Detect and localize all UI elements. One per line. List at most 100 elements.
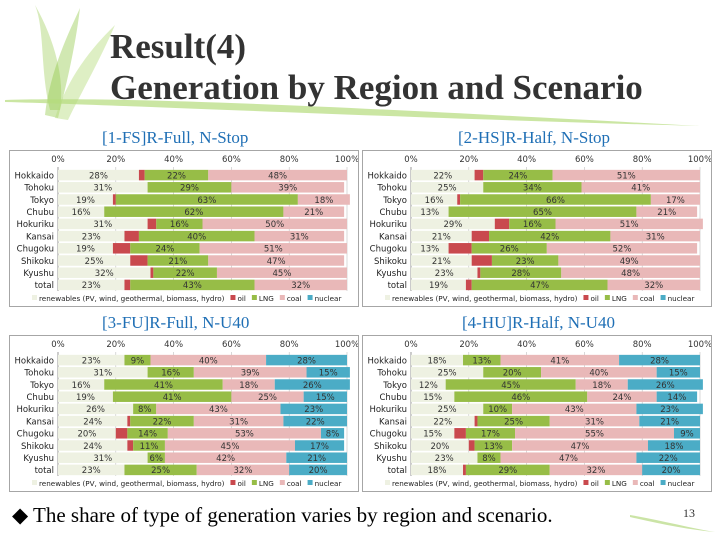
data-label: 18%	[428, 356, 447, 366]
category-label: Shikoku	[374, 442, 407, 452]
category-label: Hokkaido	[15, 171, 54, 181]
bar-segment	[280, 403, 347, 415]
bar-segment	[552, 169, 700, 181]
bar-segment	[58, 367, 148, 378]
data-label: 16%	[523, 220, 542, 230]
data-label: 28%	[297, 356, 316, 366]
data-label: 25%	[85, 257, 104, 267]
category-label: Tohoku	[23, 184, 54, 194]
title-line-1: Result(4)	[110, 27, 247, 66]
bar-segment	[468, 440, 475, 451]
data-label: 23%	[82, 356, 101, 366]
bar-segment	[208, 169, 347, 181]
legend-swatch	[307, 295, 313, 300]
category-label: Hokkaido	[368, 356, 407, 366]
bar-segment	[58, 279, 125, 291]
category-label: Kansai	[379, 232, 407, 242]
bar-segment	[138, 230, 255, 242]
bar-segment	[112, 194, 116, 205]
bar-segment	[138, 169, 145, 181]
legend-swatch	[660, 480, 666, 485]
bar-segment	[411, 206, 449, 217]
bar-segment	[500, 452, 637, 463]
bar-segment	[58, 194, 113, 205]
data-label: 25%	[438, 369, 457, 379]
category-label: Chugoku	[370, 430, 407, 440]
data-label: 20%	[503, 369, 522, 379]
category-label: Tokyo	[382, 381, 407, 391]
bar-segment	[124, 230, 139, 242]
data-label: 31%	[93, 184, 112, 194]
data-label: 31%	[290, 232, 309, 242]
category-label: Kyushu	[376, 454, 407, 464]
bar-segment	[489, 230, 611, 242]
bar-segment	[483, 182, 582, 193]
bar-segment	[411, 230, 472, 242]
data-label: 34%	[523, 184, 542, 194]
data-label: 31%	[93, 454, 112, 464]
data-label: 25%	[438, 405, 457, 415]
data-label: 29%	[498, 466, 517, 476]
data-label: 20%	[77, 430, 96, 440]
data-label: 21%	[660, 417, 679, 427]
data-label: 23%	[516, 257, 535, 267]
data-label: 45%	[273, 269, 292, 279]
legend-swatch	[279, 480, 285, 485]
bar-segment	[127, 440, 134, 451]
bar-segment	[231, 391, 304, 402]
bar-segment	[222, 379, 275, 390]
bar-segment	[112, 243, 131, 254]
bar-segment	[199, 243, 347, 254]
data-label: 42%	[216, 454, 235, 464]
bar-segment	[124, 464, 197, 476]
bar-segment	[463, 354, 501, 366]
bar-segment	[411, 379, 446, 390]
x-tick-label: 60%	[222, 340, 241, 350]
x-tick-label: 100%	[688, 155, 711, 165]
legend-swatch	[251, 295, 257, 300]
bar-segment	[127, 428, 168, 439]
category-label: Kyushu	[376, 269, 407, 279]
chart-1: 0% 20% 40% 60% 80% 100% Hokkaido 28% 22% 48% Tohok…	[9, 150, 359, 307]
bar-segment	[150, 267, 154, 278]
data-label: 47%	[530, 281, 549, 291]
data-label: 32%	[587, 466, 606, 476]
data-label: 12%	[419, 381, 438, 391]
bar-segment	[286, 452, 347, 463]
bar-segment	[130, 255, 148, 266]
data-label: 14%	[138, 430, 157, 440]
chart-plot: 0% 20% 40% 60% 80% 100% Hokkaido 18% 13% 41% 28% To…	[368, 340, 711, 488]
chart-2: 0% 20% 40% 60% 80% 100% Hokkaido 22% 24% 51% Tohok…	[362, 150, 712, 307]
bar-segment	[294, 440, 345, 451]
legend-label: coal	[287, 294, 302, 303]
bar-segment	[627, 379, 703, 390]
bar-segment	[283, 415, 347, 427]
x-tick-label: 20%	[106, 340, 125, 350]
category-label: Tohoku	[376, 369, 407, 379]
bar-segment	[636, 452, 700, 463]
chart-4-title: [4-HU]R-Half, N-U40	[462, 313, 615, 332]
data-label: 17%	[310, 442, 329, 452]
bar-segment	[463, 464, 466, 476]
x-tick-label: 40%	[164, 340, 183, 350]
data-label: 18%	[428, 466, 447, 476]
data-label: 21%	[657, 208, 676, 218]
bar-segment	[549, 415, 640, 427]
data-label: 49%	[620, 257, 639, 267]
bar-segment	[303, 391, 347, 402]
category-label: Kansai	[26, 232, 54, 242]
x-tick-label: 60%	[575, 155, 594, 165]
data-label: 20%	[309, 466, 328, 476]
data-label: 51%	[617, 171, 636, 181]
data-label: 15%	[423, 393, 442, 403]
category-label: Hokuriku	[369, 220, 407, 230]
data-label: 39%	[278, 184, 297, 194]
bar-segment	[465, 428, 516, 439]
data-label: 25%	[438, 184, 457, 194]
bar-segment	[147, 218, 157, 230]
data-label: 9%	[131, 356, 145, 366]
legend-swatch	[632, 295, 638, 300]
data-label: 18%	[665, 442, 684, 452]
x-tick-label: 40%	[517, 155, 536, 165]
data-label: 19%	[76, 245, 95, 255]
